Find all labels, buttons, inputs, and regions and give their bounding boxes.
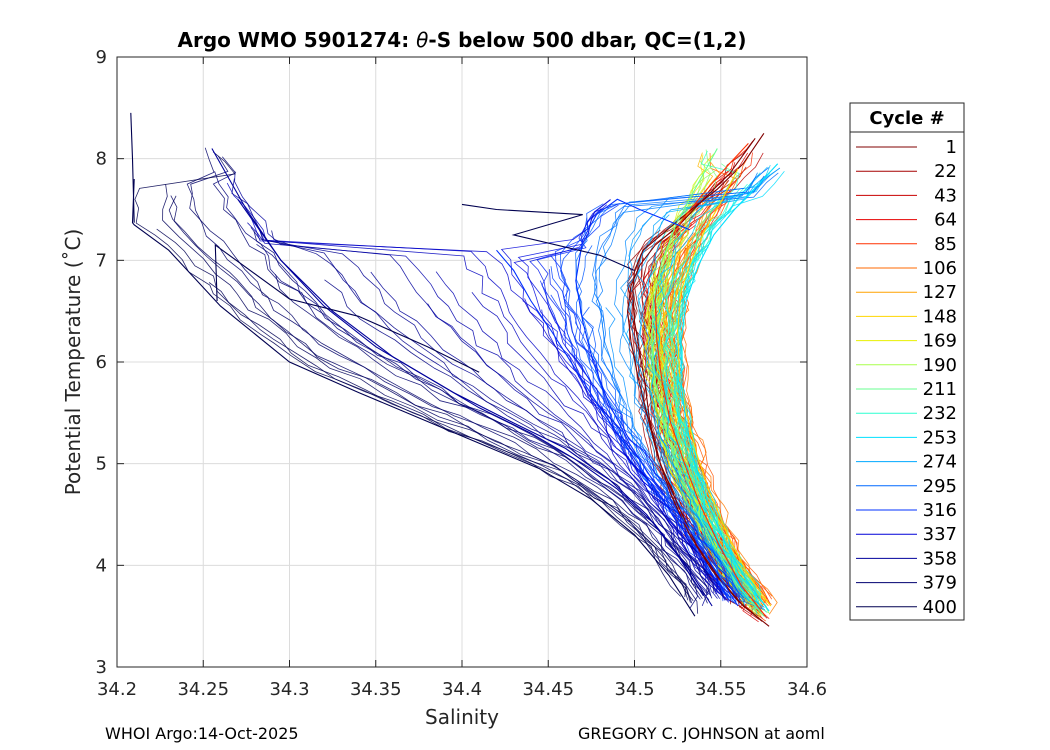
series-line-cycle-400: [131, 178, 696, 617]
series-line-cycle-400: [130, 112, 135, 223]
legend-entry-label: 358: [923, 548, 957, 569]
legend-entry-label: 106: [923, 258, 957, 279]
background-profile-line: [162, 184, 694, 601]
series-line-cycle-400: [461, 203, 635, 272]
legend-entry-label: 337: [923, 524, 957, 545]
legend-entry-label: 64: [934, 210, 957, 231]
x-tick-label: 34.45: [522, 679, 574, 700]
legend-entry-label: 148: [923, 306, 957, 327]
background-profile-line: [549, 269, 737, 598]
x-tick-label: 34.35: [350, 679, 402, 700]
y-tick-label: 3: [96, 657, 107, 678]
series-line-cycle-1: [632, 132, 770, 627]
chart-title: Argo WMO 5901274: θ-S below 500 dbar, QC…: [178, 28, 747, 52]
legend-entry-label: 1: [946, 137, 957, 158]
footer-author: GREGORY C. JOHNSON at aoml: [578, 724, 825, 743]
x-tick-label: 34.5: [614, 679, 654, 700]
background-profile-line: [550, 294, 724, 602]
legend-entries: 1 22 43 64 85 106 127 148 169 190 211 232 253 274 295 3…: [856, 137, 957, 618]
legend-entry-label: 211: [923, 379, 957, 400]
background-profile-line: [622, 175, 771, 600]
series-line-cycle-85: [654, 143, 767, 617]
background-profile-line: [653, 164, 771, 591]
background-profile-line: [231, 178, 712, 597]
x-tick-label: 34.2: [97, 679, 137, 700]
background-profile-line: [170, 195, 689, 601]
x-tick-label: 34.4: [442, 679, 482, 700]
background-profile-line: [471, 291, 727, 601]
y-tick-label: 6: [96, 352, 107, 373]
y-tick-label: 5: [96, 454, 107, 475]
background-profile-line: [560, 217, 729, 599]
series-line-cycle-316: [575, 198, 739, 607]
background-profile-line: [258, 228, 723, 594]
background-profile-line: [249, 214, 719, 595]
series-line-cycle-1: [627, 137, 763, 622]
y-tick-label: 7: [96, 250, 107, 271]
x-tick-label: 34.25: [177, 679, 229, 700]
legend-entry-label: 316: [923, 500, 957, 521]
series-line-cycle-316: [496, 249, 730, 602]
y-tick-label: 8: [96, 149, 107, 170]
series-line-cycle-148: [677, 168, 772, 607]
background-profile-line: [594, 172, 758, 599]
legend-entry-label: 22: [934, 161, 957, 182]
legend-entry-label: 127: [923, 282, 957, 303]
background-profile-line: [134, 151, 691, 603]
background-profile-line: [226, 182, 717, 594]
y-tick-label: 9: [96, 47, 107, 68]
background-profile-line: [250, 227, 709, 596]
series-line-cycle-253: [680, 163, 779, 612]
x-tick-label: 34.6: [787, 679, 827, 700]
background-profile-line: [652, 167, 780, 608]
legend-entry-label: 274: [923, 452, 957, 473]
background-profile-line: [517, 204, 725, 596]
legend-entry-label: 232: [923, 403, 957, 424]
background-profile-line: [324, 279, 713, 599]
footer-date: WHOI Argo:14-Oct-2025: [105, 724, 299, 743]
background-profile-line: [667, 274, 757, 591]
background-profile-line: [673, 182, 757, 598]
background-profile-line: [654, 149, 753, 605]
legend-entry-label: 295: [923, 476, 957, 497]
background-profile-line: [271, 230, 715, 593]
legend-entry-label: 169: [923, 331, 957, 352]
series-line-cycle-211: [651, 148, 765, 617]
series-line-cycle-400: [214, 243, 480, 373]
x-axis-label: Salinity: [425, 705, 499, 729]
background-profile-line: [189, 155, 703, 599]
legend-entry-label: 43: [934, 185, 957, 206]
series-group: [130, 112, 779, 627]
x-tick-label: 34.55: [695, 679, 747, 700]
axis-ticks: 34.2 34.25 34.3 34.35 34.4 34.45 34.5 34.55 34.6…: [96, 47, 827, 700]
background-profile-line: [168, 195, 699, 614]
legend-entry-label: 379: [923, 573, 957, 594]
x-tick-label: 34.3: [269, 679, 309, 700]
legend-entry-label: 85: [934, 234, 957, 255]
legend: Cycle # 1 22 43 64 85 106 127 148 169 190 211 232 25…: [849, 102, 965, 621]
legend-entry-label: 400: [923, 597, 957, 618]
background-profile-line: [614, 167, 781, 599]
background-profile-line: [595, 194, 765, 611]
background-profile-line: [513, 199, 735, 604]
background-profile-line: [676, 215, 763, 595]
legend-title: Cycle #: [869, 108, 944, 129]
y-axis-label: Potential Temperature (˚C): [61, 229, 85, 496]
series-line-cycle-358: [237, 198, 704, 597]
background-profile-line: [637, 214, 757, 603]
y-tick-label: 4: [96, 555, 107, 576]
background-profile-line: [550, 255, 740, 599]
legend-entry-label: 190: [923, 355, 957, 376]
legend-entry-label: 253: [923, 427, 957, 448]
